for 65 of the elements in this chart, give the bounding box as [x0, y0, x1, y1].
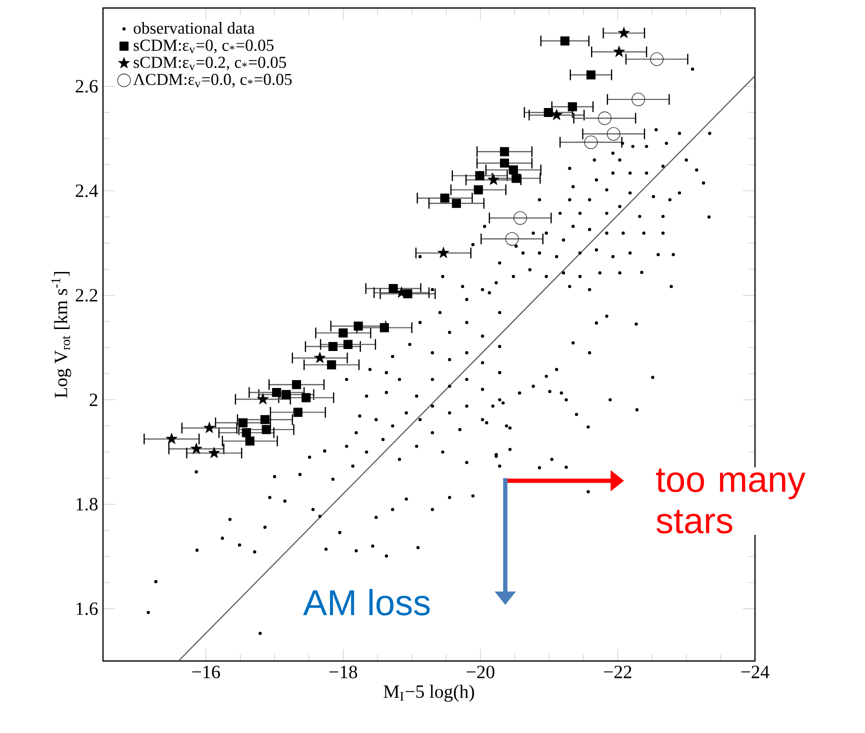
point	[190, 442, 202, 454]
point	[437, 246, 450, 258]
point	[302, 393, 311, 402]
x-axis-title: M$_{I}$−5 log(h)	[384, 684, 474, 702]
point	[354, 322, 363, 331]
point	[606, 127, 620, 141]
point	[343, 340, 353, 349]
point	[282, 390, 291, 400]
point	[314, 352, 326, 364]
point	[338, 328, 348, 338]
point	[560, 36, 570, 46]
point	[488, 174, 500, 185]
point	[256, 393, 269, 404]
point	[474, 185, 483, 194]
point	[500, 147, 510, 156]
point	[632, 92, 645, 106]
point	[475, 171, 484, 180]
point	[166, 432, 178, 444]
legend-label: sCDM:ε$_{v}$=0, c$_{*}$=0.05	[134, 40, 274, 54]
point	[598, 112, 612, 125]
point	[203, 422, 216, 434]
point	[618, 26, 630, 38]
point	[514, 211, 527, 225]
point	[292, 380, 302, 390]
annotation: too many stars	[656, 468, 806, 534]
x-tick-label: −20	[466, 666, 494, 678]
x-tick-label: −16	[192, 666, 220, 678]
point	[452, 198, 461, 208]
legend-label: sCDM:ε$_{v}$=0.2, c$_{*}$=0.05	[134, 56, 286, 70]
point	[508, 165, 518, 174]
point	[326, 360, 336, 370]
point	[293, 408, 302, 417]
y-tick-label: 2.2	[76, 289, 98, 302]
point	[440, 194, 450, 203]
legend-label: observational data	[134, 22, 255, 34]
y-tick-label: 1.8	[76, 498, 98, 511]
y-tick-label: 2	[90, 394, 98, 406]
point	[568, 102, 577, 112]
point	[262, 425, 271, 434]
point	[272, 388, 282, 398]
point	[238, 418, 248, 428]
y-tick-label: 2.4	[76, 184, 98, 198]
point	[544, 108, 553, 118]
point	[328, 342, 338, 352]
point	[388, 284, 398, 294]
point	[505, 232, 519, 246]
point	[245, 436, 254, 446]
point	[242, 428, 251, 438]
point	[500, 158, 510, 168]
x-tick-label: −22	[604, 666, 632, 678]
x-tick-label: −24	[741, 666, 770, 678]
y-tick-label: 1.6	[76, 602, 98, 616]
legend-label: ΛCDM:ε$_{v}$=0.0, c$_{*}$=0.05	[133, 74, 292, 88]
point	[208, 446, 220, 458]
point	[613, 46, 625, 57]
point	[584, 136, 598, 149]
y-axis-title: Log V$_{rot}$ [km s$^{-1}$]	[51, 272, 72, 398]
point	[650, 52, 664, 66]
annotation: AM loss	[303, 589, 430, 616]
x-tick-label: −18	[330, 666, 358, 678]
point	[586, 70, 596, 80]
point	[512, 174, 521, 183]
point	[380, 323, 389, 332]
point	[260, 415, 270, 424]
y-tick-label: 2.6	[76, 80, 98, 93]
